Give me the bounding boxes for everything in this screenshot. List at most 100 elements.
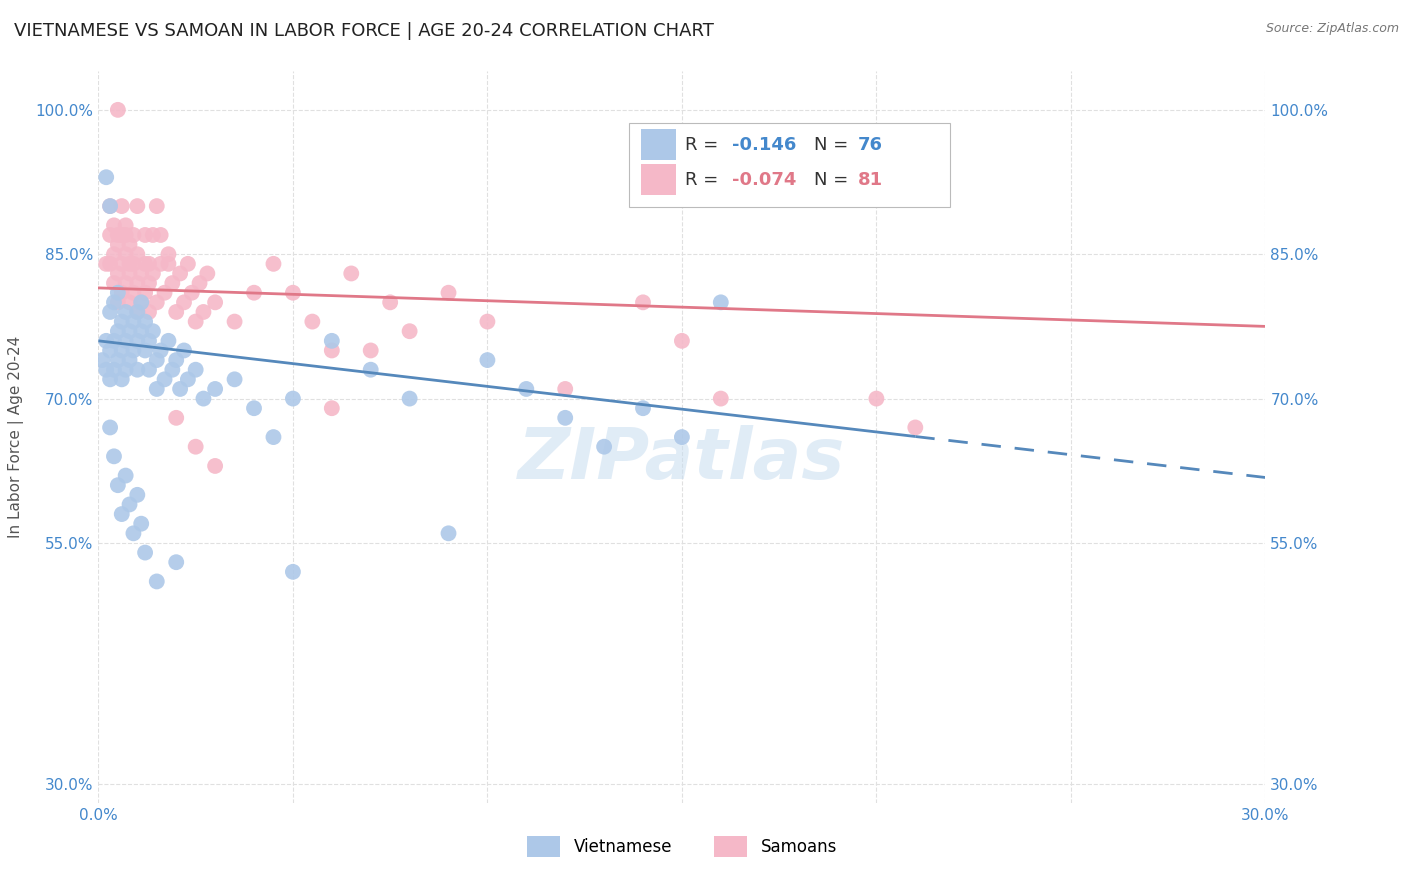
Legend: Vietnamese, Samoans: Vietnamese, Samoans: [520, 830, 844, 864]
Point: [142, 267, 165, 281]
Point: [122, 526, 145, 541]
Text: 76: 76: [858, 136, 883, 153]
Point: [107, 324, 129, 338]
Point: [111, 315, 134, 329]
Point: [127, 488, 149, 502]
Point: [127, 247, 149, 261]
Point: [360, 362, 382, 376]
Point: [515, 382, 537, 396]
Point: [127, 362, 149, 376]
Point: [96, 362, 118, 376]
Point: [165, 305, 187, 319]
Point: [111, 507, 134, 521]
Point: [398, 324, 420, 338]
Point: [380, 295, 402, 310]
Point: [107, 103, 129, 117]
Point: [169, 267, 191, 281]
Point: [165, 555, 187, 569]
Point: [204, 295, 226, 310]
Point: [107, 478, 129, 492]
Text: N =: N =: [814, 136, 853, 153]
Point: [134, 285, 156, 300]
Point: [127, 334, 149, 348]
Point: [138, 257, 160, 271]
Point: [98, 227, 121, 242]
Point: [138, 276, 160, 290]
Point: [134, 257, 156, 271]
Point: [127, 305, 149, 319]
Point: [593, 440, 616, 454]
Point: [114, 227, 136, 242]
Point: [107, 295, 129, 310]
Point: [118, 237, 141, 252]
Point: [103, 276, 125, 290]
Point: [111, 343, 134, 358]
Point: [671, 334, 693, 348]
Point: [103, 247, 125, 261]
Point: [107, 267, 129, 281]
Point: [134, 343, 156, 358]
Text: Source: ZipAtlas.com: Source: ZipAtlas.com: [1265, 22, 1399, 36]
Point: [262, 430, 284, 444]
Point: [146, 574, 169, 589]
Point: [114, 362, 136, 376]
Point: [149, 343, 172, 358]
Point: [118, 257, 141, 271]
Point: [180, 285, 202, 300]
Point: [146, 382, 169, 396]
Point: [165, 410, 187, 425]
Point: [107, 353, 129, 368]
Point: [153, 372, 176, 386]
Point: [122, 315, 145, 329]
Point: [787, 179, 810, 194]
Point: [98, 343, 121, 358]
Point: [631, 295, 654, 310]
Bar: [641, 129, 676, 160]
Point: [204, 382, 226, 396]
Point: [96, 170, 118, 185]
Text: R =: R =: [685, 170, 724, 188]
Point: [118, 324, 141, 338]
Point: [437, 526, 460, 541]
Point: [360, 343, 382, 358]
Point: [149, 227, 172, 242]
Point: [631, 401, 654, 416]
Point: [173, 295, 195, 310]
Point: [127, 305, 149, 319]
Y-axis label: In Labor Force | Age 20-24: In Labor Force | Age 20-24: [8, 336, 24, 538]
Point: [98, 257, 121, 271]
Point: [122, 257, 145, 271]
Point: [204, 458, 226, 473]
Point: [111, 285, 134, 300]
Bar: [630, 122, 950, 207]
Point: [195, 267, 218, 281]
Point: [127, 199, 149, 213]
Point: [301, 315, 323, 329]
Point: [98, 305, 121, 319]
Point: [149, 257, 172, 271]
Point: [224, 372, 246, 386]
Text: N =: N =: [814, 170, 853, 188]
Point: [224, 315, 246, 329]
Point: [114, 276, 136, 290]
Point: [262, 257, 284, 271]
Point: [134, 227, 156, 242]
Text: 81: 81: [858, 170, 883, 188]
Point: [184, 315, 207, 329]
Point: [111, 372, 134, 386]
Point: [477, 353, 499, 368]
Point: [122, 343, 145, 358]
Point: [122, 285, 145, 300]
Point: [129, 295, 152, 310]
Point: [184, 440, 207, 454]
Point: [162, 276, 184, 290]
Point: [114, 334, 136, 348]
Point: [98, 372, 121, 386]
Point: [129, 295, 152, 310]
Point: [177, 257, 200, 271]
Point: [114, 305, 136, 319]
Point: [177, 372, 200, 386]
Point: [96, 334, 118, 348]
Point: [114, 247, 136, 261]
Text: VIETNAMESE VS SAMOAN IN LABOR FORCE | AGE 20-24 CORRELATION CHART: VIETNAMESE VS SAMOAN IN LABOR FORCE | AG…: [14, 22, 714, 40]
